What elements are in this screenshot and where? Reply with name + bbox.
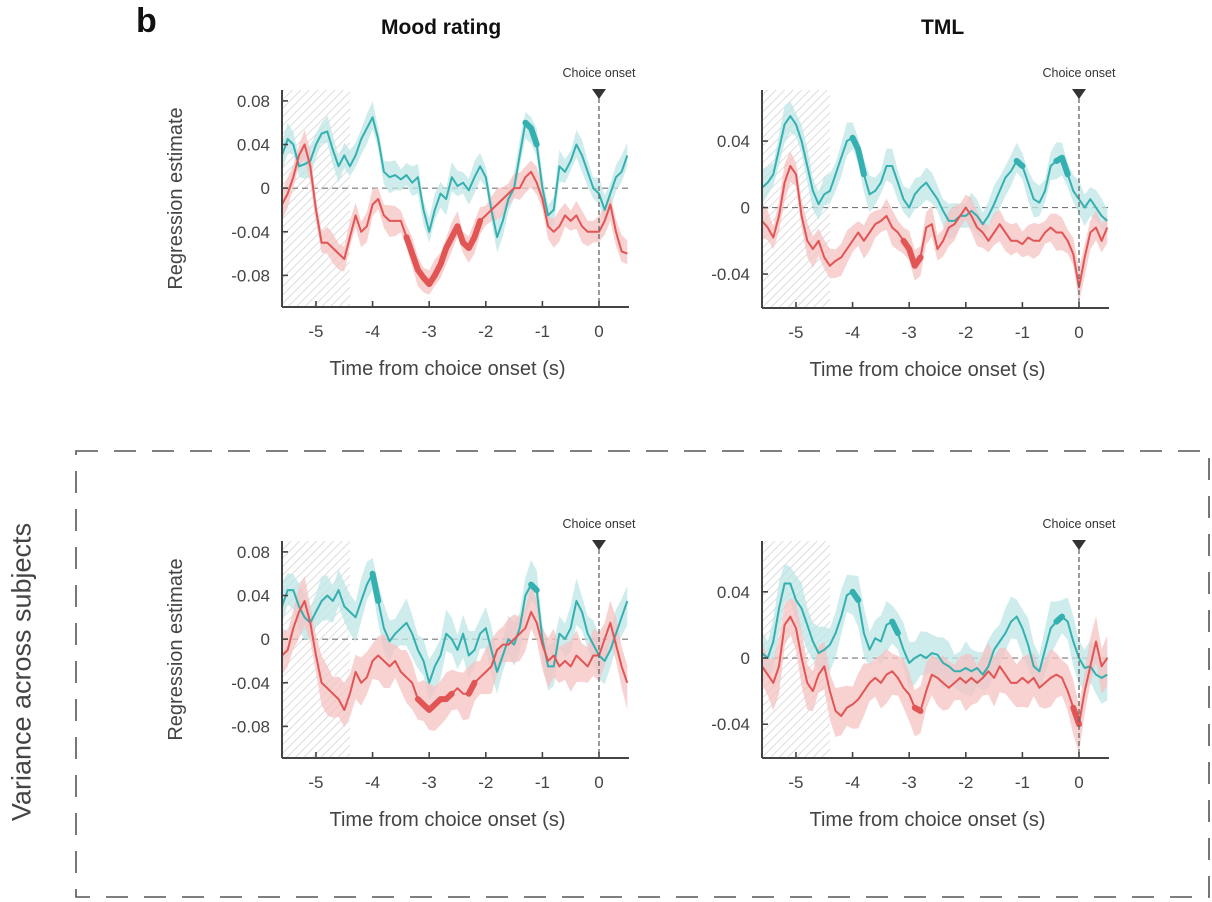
y-tick-label: -0.04 <box>231 674 270 693</box>
choice-onset-label: Choice onset <box>1043 517 1116 531</box>
column-title-tml: TML <box>921 16 965 39</box>
x-tick-label: -4 <box>365 773 380 792</box>
teal-significant-segment <box>1013 158 1026 169</box>
red-confidence-band <box>282 129 628 295</box>
y-tick-label: 0.08 <box>237 92 270 111</box>
y-tick-label: 0.04 <box>237 587 270 606</box>
teal-significant-segment <box>369 570 382 604</box>
y-tick-label: -0.04 <box>711 715 750 734</box>
choice-onset-label: Choice onset <box>563 517 636 531</box>
red-significant-segment <box>465 679 478 697</box>
y-tick-label: 0.04 <box>717 583 750 602</box>
teal-significant-segment <box>522 119 540 148</box>
red-significant-segment <box>1070 704 1082 728</box>
teal-confidence-band <box>762 101 1108 240</box>
x-tick-label: -1 <box>535 322 550 341</box>
x-tick-label: -1 <box>1015 323 1030 342</box>
x-tick-label: -3 <box>422 773 437 792</box>
y-tick-label: -0.08 <box>231 717 270 736</box>
x-axis-title: Time from choice onset (s) <box>330 809 566 831</box>
hatched-baseline-window <box>282 90 350 307</box>
x-tick-label: -2 <box>478 322 493 341</box>
x-axis-title: Time from choice onset (s) <box>810 809 1046 831</box>
x-tick-label: -2 <box>478 773 493 792</box>
teal-significant-segment <box>1053 613 1065 625</box>
teal-mean-line <box>761 582 1108 679</box>
red-significant-segment <box>900 237 924 269</box>
x-tick-label: 0 <box>1074 323 1083 342</box>
column-title-mood-rating: Mood rating <box>381 16 502 39</box>
y-axis-title: Regression estimate <box>165 107 187 289</box>
teal-significant-segment <box>528 581 540 594</box>
x-tick-label: -4 <box>365 322 380 341</box>
choice-onset-label: Choice onset <box>563 66 636 80</box>
x-tick-label: -3 <box>422 322 437 341</box>
chart-top-tml: Choice onset 0.04 0 -0.04 -5 -4 -3 -2 -1 0 Time fr… <box>711 66 1116 381</box>
panel-letter: b <box>136 2 157 40</box>
x-tick-label: -5 <box>308 773 323 792</box>
choice-onset-triangle-icon <box>591 89 606 99</box>
red-significant-segment <box>414 690 455 713</box>
teal-mean-line <box>761 115 1108 226</box>
teal-confidence-band <box>282 558 628 701</box>
teal-significant-segment <box>889 618 901 637</box>
y-tick-label: 0 <box>741 649 750 668</box>
x-tick-label: -1 <box>1015 773 1030 792</box>
y-tick-label: 0 <box>261 630 270 649</box>
x-tick-label: -5 <box>788 323 803 342</box>
y-tick-label: -0.04 <box>711 265 750 284</box>
x-tick-label: -2 <box>958 323 973 342</box>
teal-mean-line <box>281 572 629 684</box>
choice-onset-triangle-icon <box>1071 89 1086 99</box>
x-tick-label: -5 <box>308 322 323 341</box>
chart-bottom-tml: Choice onset 0.04 0 -0.04 -5 -4 -3 -2 -1 0 Time fr… <box>711 517 1116 831</box>
y-tick-label: 0.04 <box>717 132 750 151</box>
y-tick-label: 0.04 <box>237 136 270 155</box>
x-tick-label: -5 <box>788 773 803 792</box>
teal-significant-segment <box>849 134 867 178</box>
y-tick-label: 0 <box>261 179 270 198</box>
red-confidence-band <box>282 576 628 731</box>
x-tick-label: 0 <box>594 322 603 341</box>
y-tick-label: -0.08 <box>231 266 270 285</box>
red-significant-segment <box>911 704 924 714</box>
red-confidence-band <box>762 151 1108 303</box>
x-tick-label: 0 <box>594 773 603 792</box>
x-tick-label: -2 <box>958 773 973 792</box>
chart-top-mood-rating: Choice onset 0.08 0.04 0 -0.04 -0.08 -5 -4 -3 -2 -… <box>165 66 636 380</box>
x-tick-label: -4 <box>845 773 860 792</box>
y-tick-label: -0.04 <box>231 223 270 242</box>
choice-onset-label: Choice onset <box>1043 66 1116 80</box>
choice-onset-triangle-icon <box>1071 540 1086 550</box>
x-tick-label: -3 <box>902 323 917 342</box>
teal-mean-line <box>281 116 629 239</box>
x-tick-label: 0 <box>1074 773 1083 792</box>
red-mean-line <box>761 165 1109 289</box>
teal-confidence-band <box>762 564 1108 704</box>
x-tick-label: -1 <box>535 773 550 792</box>
x-tick-label: -3 <box>902 773 917 792</box>
y-tick-label: 0 <box>741 199 750 218</box>
chart-bottom-mood-rating: Choice onset 0.08 0.04 0 -0.04 -0.08 -5 -4 -3 -2 -… <box>165 517 636 831</box>
y-axis-title: Regression estimate <box>165 558 187 740</box>
y-tick-label: 0.08 <box>237 543 270 562</box>
teal-significant-segment <box>849 588 862 604</box>
teal-significant-segment <box>1053 154 1071 178</box>
choice-onset-triangle-icon <box>591 540 606 550</box>
x-axis-title: Time from choice onset (s) <box>810 359 1046 381</box>
red-significant-segment <box>403 217 484 288</box>
x-axis-title: Time from choice onset (s) <box>330 358 566 380</box>
x-tick-label: -4 <box>845 323 860 342</box>
red-mean-line <box>281 600 629 711</box>
red-mean-line <box>761 615 1109 726</box>
teal-confidence-band <box>282 101 628 253</box>
